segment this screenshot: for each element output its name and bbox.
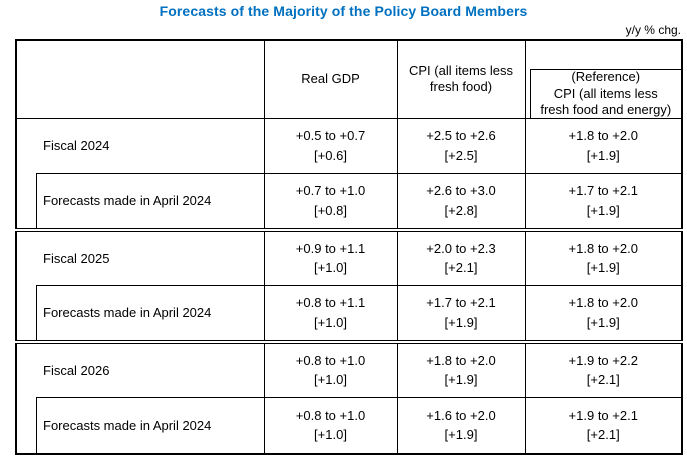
cell-april-2025block-cpi-reference: +1.8 to +2.0 [+1.9]	[524, 284, 683, 343]
table-row-april-forecast-2026block: Forecasts made in April 2024 +0.8 to +1.…	[15, 396, 683, 455]
row-label-fiscal-2026: Fiscal 2026	[15, 340, 265, 397]
sub-row-label-text: Forecasts made in April 2024	[43, 417, 212, 433]
cell-fiscal-2024-real-gdp: +0.5 to +0.7 [+0.6]	[263, 117, 398, 174]
forecast-table: Real GDP CPI (all items less fresh food)…	[15, 39, 683, 455]
cell-fiscal-2024-cpi-reference: +1.8 to +2.0 [+1.9]	[524, 117, 683, 174]
col-header-cpi: CPI (all items less fresh food)	[396, 39, 526, 119]
col-header-cpi-reference: (Reference) CPI (all items less fresh fo…	[524, 39, 683, 119]
cell-april-2024-cpi: +2.6 to +3.0 [+2.8]	[396, 172, 526, 231]
corner-cell	[15, 39, 265, 119]
row-label-fiscal-2025: Fiscal 2025	[15, 228, 265, 285]
cell-april-2026block-cpi: +1.6 to +2.0 [+1.9]	[396, 396, 526, 455]
unit-label: y/y % chg.	[625, 23, 681, 37]
row-label-april-forecast-2026block: Forecasts made in April 2024	[15, 397, 265, 455]
cell-april-2026block-cpi-reference: +1.9 to +2.1 [+2.1]	[524, 396, 683, 455]
cell-fiscal-2025-cpi-reference: +1.8 to +2.0 [+1.9]	[524, 228, 683, 286]
cell-fiscal-2026-cpi: +1.8 to +2.0 [+1.9]	[396, 340, 526, 398]
cell-april-2025block-real-gdp: +0.8 to +1.1 [+1.0]	[263, 284, 398, 343]
cell-fiscal-2025-cpi: +2.0 to +2.3 [+2.1]	[396, 228, 526, 286]
cell-fiscal-2026-real-gdp: +0.8 to +1.0 [+1.0]	[263, 340, 398, 398]
table-row-april-forecast-2024: Forecasts made in April 2024 +0.7 to +1.…	[15, 172, 683, 231]
table-row-fiscal-2024: Fiscal 2024 +0.5 to +0.7 [+0.6] +2.5 to …	[15, 117, 683, 174]
cell-april-2025block-cpi: +1.7 to +2.1 [+1.9]	[396, 284, 526, 343]
cell-fiscal-2025-real-gdp: +0.9 to +1.1 [+1.0]	[263, 228, 398, 286]
row-label-fiscal-2024: Fiscal 2024	[15, 117, 265, 173]
cell-fiscal-2026-cpi-reference: +1.9 to +2.2 [+2.1]	[524, 340, 683, 398]
reference-header-box: (Reference) CPI (all items less fresh fo…	[529, 69, 681, 117]
header-row: Real GDP CPI (all items less fresh food)…	[15, 39, 683, 119]
cell-april-2024-real-gdp: +0.7 to +1.0 [+0.8]	[263, 172, 398, 231]
sub-row-label-text: Forecasts made in April 2024	[43, 305, 212, 320]
table-row-april-forecast-2025block: Forecasts made in April 2024 +0.8 to +1.…	[15, 284, 683, 343]
table-wrapper: y/y % chg. Real GDP CPI (all items less …	[15, 23, 683, 455]
table-row-fiscal-2026: Fiscal 2026 +0.8 to +1.0 [+1.0] +1.8 to …	[15, 340, 683, 398]
page-title: Forecasts of the Majority of the Policy …	[159, 3, 528, 19]
cell-april-2026block-real-gdp: +0.8 to +1.0 [+1.0]	[263, 396, 398, 455]
sub-row-label-text: Forecasts made in April 2024	[43, 193, 212, 208]
cell-fiscal-2024-cpi: +2.5 to +2.6 [+2.5]	[396, 117, 526, 174]
row-label-april-forecast-2024: Forecasts made in April 2024	[15, 173, 265, 231]
table-row-fiscal-2025: Fiscal 2025 +0.9 to +1.1 [+1.0] +2.0 to …	[15, 228, 683, 286]
row-label-april-forecast-2025block: Forecasts made in April 2024	[15, 285, 265, 343]
cell-april-2024-cpi-reference: +1.7 to +2.1 [+1.9]	[524, 172, 683, 231]
col-header-real-gdp: Real GDP	[263, 39, 398, 119]
